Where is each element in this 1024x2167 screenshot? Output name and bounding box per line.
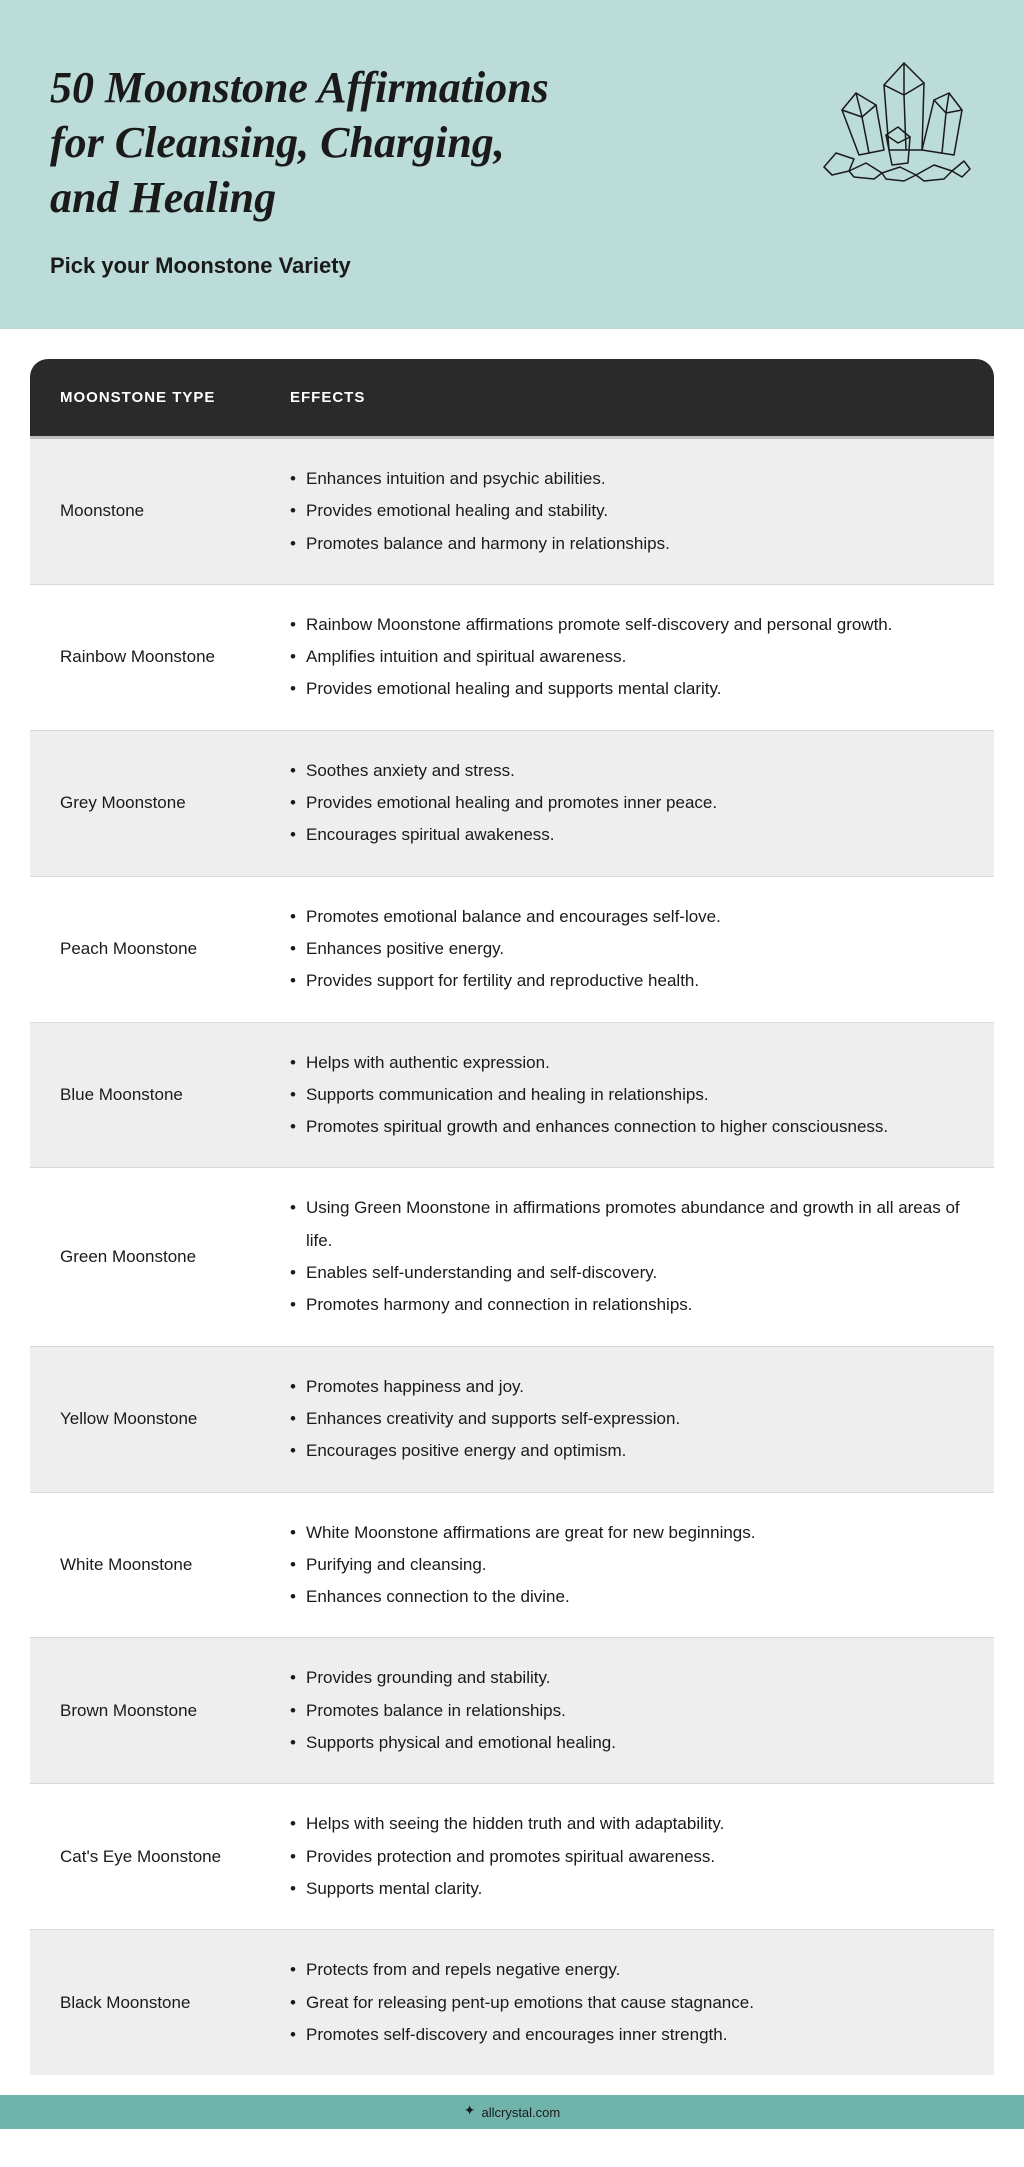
effects-cell: White Moonstone affirmations are great f… [260, 1493, 994, 1639]
table-row: Moonstone Enhances intuition and psychic … [30, 439, 994, 585]
effect-item: Encourages spiritual awakeness. [290, 819, 964, 851]
effect-item: Promotes happiness and joy. [290, 1371, 964, 1403]
effect-item: Protects from and repels negative energy… [290, 1954, 964, 1986]
effect-item: Encourages positive energy and optimism. [290, 1435, 964, 1467]
table-row: Brown Moonstone Provides grounding and st… [30, 1638, 994, 1784]
effect-item: Soothes anxiety and stress. [290, 755, 964, 787]
effect-item: Great for releasing pent-up emotions tha… [290, 1987, 964, 2019]
effect-item: Helps with seeing the hidden truth and w… [290, 1808, 964, 1840]
effects-cell: Enhances intuition and psychic abilities… [260, 439, 994, 585]
page-title: 50 Moonstone Affirmations for Cleansing,… [50, 60, 770, 225]
type-cell: Yellow Moonstone [30, 1347, 260, 1493]
table-row: Peach Moonstone Promotes emotional balanc… [30, 877, 994, 1023]
effects-list: Helps with seeing the hidden truth and w… [290, 1808, 964, 1905]
effects-cell: Helps with seeing the hidden truth and w… [260, 1784, 994, 1930]
type-cell: Moonstone [30, 439, 260, 585]
effects-list: Promotes emotional balance and encourage… [290, 901, 964, 998]
effects-list: Helps with authentic expression.Supports… [290, 1047, 964, 1144]
table-row: Blue Moonstone Helps with authentic expre… [30, 1023, 994, 1169]
effect-item: Purifying and cleansing. [290, 1549, 964, 1581]
effects-list: White Moonstone affirmations are great f… [290, 1517, 964, 1614]
effect-item: Supports mental clarity. [290, 1873, 964, 1905]
table-row: Cat's Eye Moonstone Helps with seeing the… [30, 1784, 994, 1930]
table-header-row: MOONSTONE TYPE EFFECTS [30, 359, 994, 439]
col-header-effects: EFFECTS [260, 359, 994, 439]
title-line: for Cleansing, Charging, [50, 118, 505, 167]
effect-item: Enhances intuition and psychic abilities… [290, 463, 964, 495]
title-line: 50 Moonstone Affirmations [50, 63, 549, 112]
type-cell: Rainbow Moonstone [30, 585, 260, 731]
effect-item: White Moonstone affirmations are great f… [290, 1517, 964, 1549]
type-cell: White Moonstone [30, 1493, 260, 1639]
table-row: Rainbow Moonstone Rainbow Moonstone affir… [30, 585, 994, 731]
type-cell: Black Moonstone [30, 1930, 260, 2075]
effect-item: Enhances positive energy. [290, 933, 964, 965]
table-row: Yellow Moonstone Promotes happiness and j… [30, 1347, 994, 1493]
effect-item: Promotes emotional balance and encourage… [290, 901, 964, 933]
effect-item: Supports physical and emotional healing. [290, 1727, 964, 1759]
effects-cell: Rainbow Moonstone affirmations promote s… [260, 585, 994, 731]
effect-item: Provides support for fertility and repro… [290, 965, 964, 997]
effects-list: Enhances intuition and psychic abilities… [290, 463, 964, 560]
footer-bar: ✦ allcrystal.com [0, 2095, 1024, 2129]
title-line: and Healing [50, 173, 276, 222]
effects-list: Provides grounding and stability.Promote… [290, 1662, 964, 1759]
effects-cell: Soothes anxiety and stress.Provides emot… [260, 731, 994, 877]
effects-cell: Using Green Moonstone in affirmations pr… [260, 1168, 994, 1346]
effect-item: Helps with authentic expression. [290, 1047, 964, 1079]
effect-item: Enhances connection to the divine. [290, 1581, 964, 1613]
effects-list: Using Green Moonstone in affirmations pr… [290, 1192, 964, 1321]
table-row: White Moonstone White Moonstone affirmati… [30, 1493, 994, 1639]
effects-cell: Promotes happiness and joy.Enhances crea… [260, 1347, 994, 1493]
effect-item: Provides emotional healing and stability… [290, 495, 964, 527]
effects-cell: Protects from and repels negative energy… [260, 1930, 994, 2075]
effect-item: Rainbow Moonstone affirmations promote s… [290, 609, 964, 641]
type-cell: Brown Moonstone [30, 1638, 260, 1784]
table-row: Grey Moonstone Soothes anxiety and stress… [30, 731, 994, 877]
table-container: MOONSTONE TYPE EFFECTS Moonstone Enhances… [0, 329, 1024, 2075]
effects-cell: Helps with authentic expression.Supports… [260, 1023, 994, 1169]
moonstone-table: MOONSTONE TYPE EFFECTS Moonstone Enhances… [30, 359, 994, 2075]
effect-item: Provides emotional healing and promotes … [290, 787, 964, 819]
type-cell: Cat's Eye Moonstone [30, 1784, 260, 1930]
effects-list: Soothes anxiety and stress.Provides emot… [290, 755, 964, 852]
effect-item: Provides protection and promotes spiritu… [290, 1841, 964, 1873]
type-cell: Green Moonstone [30, 1168, 260, 1346]
type-cell: Peach Moonstone [30, 877, 260, 1023]
effect-item: Enables self-understanding and self-disc… [290, 1257, 964, 1289]
effect-item: Promotes balance and harmony in relation… [290, 528, 964, 560]
page-subtitle: Pick your Moonstone Variety [50, 253, 974, 279]
effects-cell: Promotes emotional balance and encourage… [260, 877, 994, 1023]
type-cell: Grey Moonstone [30, 731, 260, 877]
effect-item: Provides emotional healing and supports … [290, 673, 964, 705]
effect-item: Promotes spiritual growth and enhances c… [290, 1111, 964, 1143]
effect-item: Enhances creativity and supports self-ex… [290, 1403, 964, 1435]
table-row: Green Moonstone Using Green Moonstone in … [30, 1168, 994, 1346]
hero-section: 50 Moonstone Affirmations for Cleansing,… [0, 0, 1024, 329]
effect-item: Promotes harmony and connection in relat… [290, 1289, 964, 1321]
sparkle-icon: ✦ [464, 2105, 476, 2119]
table-row: Black Moonstone Protects from and repels … [30, 1930, 994, 2075]
effects-list: Promotes happiness and joy.Enhances crea… [290, 1371, 964, 1468]
effect-item: Promotes self-discovery and encourages i… [290, 2019, 964, 2051]
effect-item: Amplifies intuition and spiritual awaren… [290, 641, 964, 673]
effects-list: Rainbow Moonstone affirmations promote s… [290, 609, 964, 706]
effect-item: Using Green Moonstone in affirmations pr… [290, 1192, 964, 1257]
type-cell: Blue Moonstone [30, 1023, 260, 1169]
col-header-type: MOONSTONE TYPE [30, 359, 260, 439]
effects-list: Protects from and repels negative energy… [290, 1954, 964, 2051]
table-body: Moonstone Enhances intuition and psychic … [30, 439, 994, 2075]
crystal-cluster-icon [794, 55, 974, 185]
effect-item: Provides grounding and stability. [290, 1662, 964, 1694]
effect-item: Promotes balance in relationships. [290, 1695, 964, 1727]
footer-site: allcrystal.com [481, 2105, 560, 2120]
effect-item: Supports communication and healing in re… [290, 1079, 964, 1111]
effects-cell: Provides grounding and stability.Promote… [260, 1638, 994, 1784]
